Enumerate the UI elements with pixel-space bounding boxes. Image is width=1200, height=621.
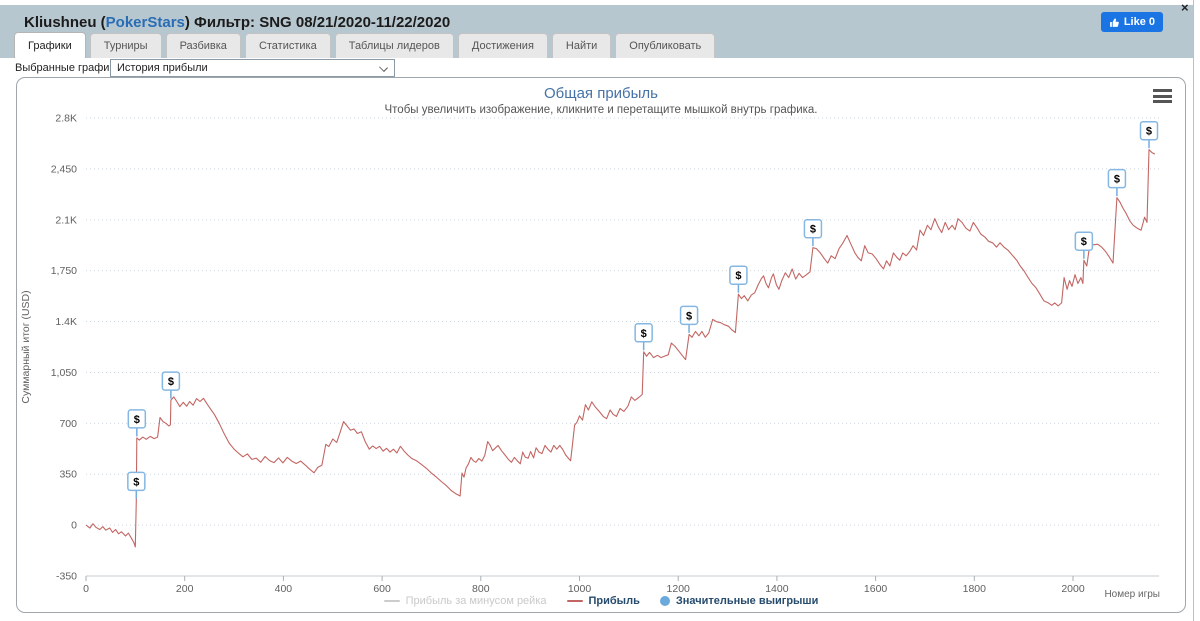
legend-label: Прибыль [588,595,640,607]
y-tick-label: 2.8K [55,113,77,125]
x-tick-label: 1000 [568,583,592,595]
y-tick-label: 1,750 [51,265,77,277]
significant-win-marker[interactable]: $ [634,323,653,351]
x-tick-label: 600 [373,583,391,595]
y-tick-label: 700 [59,418,77,430]
dollar-marker-glyph: $ [1081,236,1087,248]
profit-line-series [85,149,1156,548]
header-bar: Kliushneu (PokerStars) Фильтр: SNG 08/21… [0,5,1193,58]
graph-type-select[interactable]: История прибыли [110,59,395,77]
like-count-label: Like 0 [1123,16,1155,28]
dollar-marker-glyph: $ [1114,174,1120,186]
dollar-marker-glyph: $ [641,328,647,340]
x-axis-title: Номер игры [1104,589,1160,600]
chart-title: Общая прибыль [543,85,659,102]
significant-win-marker[interactable]: $ [1107,168,1127,197]
dollar-marker-glyph: $ [735,270,741,282]
site-link[interactable]: PokerStars [105,14,185,31]
x-tick-label: 1800 [963,583,987,595]
player-name: Kliushneu ( [24,14,106,31]
chart-panel: 2.8K 2,450 2.1K 1,750 1.4K 1,050 700 350 0 -350 0 2… [16,77,1186,613]
legend-item-profit[interactable]: Прибыль [566,595,640,607]
y-axis-title: Суммарный итог (USD) [20,290,32,403]
y-tick-label: 2,450 [51,163,77,175]
significant-win-marker[interactable]: $ [679,305,699,333]
x-tick-label: 1600 [864,583,888,595]
profit-chart-canvas[interactable]: 2.8K 2,450 2.1K 1,750 1.4K 1,050 700 350 0 -350 0 2… [17,78,1185,612]
tab-leaderboards[interactable]: Таблицы лидеров [334,33,454,58]
chart-legend: Прибыль за минусом рейка Прибыль Значите… [17,595,1185,607]
significant-win-marker[interactable]: $ [729,265,748,293]
x-tick-label: 1200 [667,583,691,595]
graph-select-value: История прибыли [117,62,208,74]
significant-win-marker[interactable]: $ [803,218,823,247]
tab-publish[interactable]: Опубликовать [615,33,716,58]
legend-item-profit-minus-rake[interactable]: Прибыль за минусом рейка [383,595,547,607]
legend-label: Значительные выигрыши [675,595,819,607]
tab-graphs[interactable]: Графики [14,32,86,58]
legend-label: Прибыль за минусом рейка [405,595,547,607]
tab-breakdown[interactable]: Разбивка [165,33,241,58]
dollar-marker-glyph: $ [134,414,140,426]
x-tick-label: 1400 [765,583,789,595]
blue-dot-swatch [659,596,670,606]
filter-value: SNG 08/21/2020-11/22/2020 [259,14,451,31]
thumbs-up-icon [1109,17,1120,28]
significant-win-marker[interactable]: $ [127,471,146,499]
dollar-marker-glyph: $ [686,310,692,322]
significant-win-marker[interactable]: $ [127,409,147,437]
significant-win-marker[interactable]: $ [1139,120,1159,149]
y-tick-label: 2.1K [55,214,77,226]
significant-win-markers[interactable]: $ $ $ $ $ $ $ $ $ $ [127,120,1159,499]
chart-subtitle: Чтобы увеличить изображение, кликните и … [384,104,818,116]
y-tick-label: -350 [56,571,77,583]
page-title: Kliushneu (PokerStars) Фильтр: SNG 08/21… [24,14,450,31]
dollar-marker-glyph: $ [133,476,139,488]
gridlines: 2.8K 2,450 2.1K 1,750 1.4K 1,050 700 350 0 -350 0 2… [51,113,1159,595]
tab-statistics[interactable]: Статистика [244,33,331,58]
y-tick-label: 350 [59,469,77,481]
legend-item-significant-wins[interactable]: Значительные выигрыши [659,595,819,607]
tab-achievements[interactable]: Достижения [457,33,548,58]
facebook-like-button[interactable]: Like 0 [1100,12,1163,32]
graph-selector-label: Выбранные графики: [15,62,124,74]
significant-win-marker[interactable]: $ [161,371,181,399]
tab-tournaments[interactable]: Турниры [89,33,162,58]
dollar-marker-glyph: $ [168,376,174,388]
y-tick-label: 1.4K [55,316,77,328]
filter-label: ) Фильтр: [184,14,256,31]
red-line-swatch [566,599,583,603]
x-tick-label: 400 [275,583,293,595]
x-tick-label: 200 [176,583,194,595]
gray-line-swatch [383,599,400,603]
significant-win-marker[interactable]: $ [1074,231,1094,259]
graph-selector-row: Выбранные графики: История прибыли [15,59,395,77]
x-tick-label: 800 [472,583,490,595]
chevron-down-icon [379,63,388,72]
tab-bar: Графики Турниры Разбивка Статистика Табл… [14,32,716,58]
hamburger-menu-icon[interactable] [1153,89,1172,106]
x-tick-label: 0 [83,583,89,595]
tab-find[interactable]: Найти [551,33,612,58]
y-tick-label: 1,050 [51,367,77,379]
y-tick-label: 0 [71,520,77,532]
x-tick-label: 2000 [1061,583,1085,595]
dollar-marker-glyph: $ [810,224,816,236]
close-icon[interactable]: × [1181,0,1189,15]
dollar-marker-glyph: $ [1146,126,1152,138]
